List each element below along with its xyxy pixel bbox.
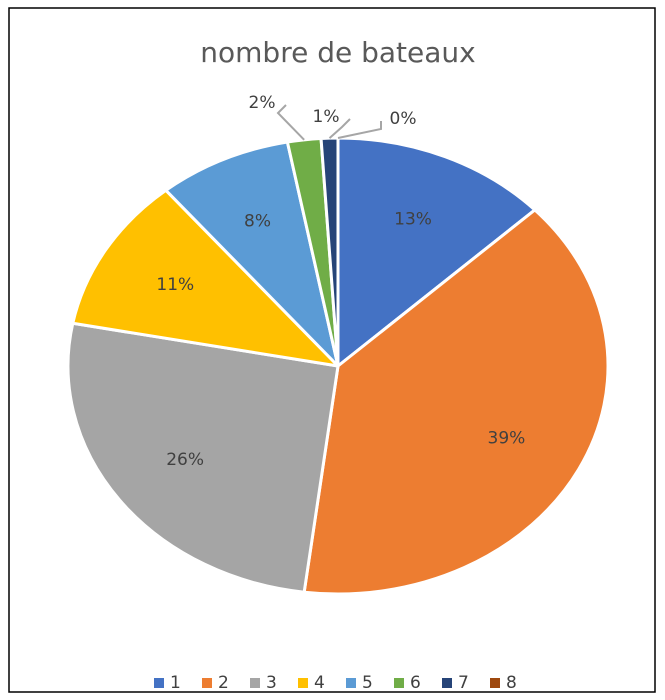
data-label: 2%: [249, 93, 276, 113]
legend-swatch: [154, 678, 164, 688]
data-label: 1%: [313, 107, 340, 127]
legend-label: 1: [170, 673, 181, 693]
legend-label: 5: [362, 673, 373, 693]
data-label: 39%: [488, 428, 526, 448]
legend-swatch: [490, 678, 500, 688]
pie-slice: [66, 321, 340, 594]
data-label: 11%: [156, 275, 194, 295]
legend-swatch: [202, 678, 212, 688]
legend-label: 2: [218, 673, 229, 693]
leader-line: [276, 104, 305, 141]
chart-title: nombre de bateaux: [200, 36, 475, 69]
legend-label: 4: [314, 673, 325, 693]
legend-label: 6: [410, 673, 421, 693]
pie-slice: [71, 188, 340, 368]
data-label: 8%: [244, 212, 271, 232]
pie-slice: [336, 136, 537, 368]
legend-swatch: [442, 678, 452, 688]
legend-swatch: [346, 678, 356, 688]
pie-slice: [302, 208, 610, 596]
data-label: 0%: [390, 109, 417, 129]
data-label: 26%: [166, 450, 204, 470]
data-label: 13%: [394, 210, 432, 230]
legend-label: 8: [506, 673, 517, 693]
pie-slice: [164, 140, 340, 368]
legend-swatch: [298, 678, 308, 688]
leader-line: [337, 121, 382, 139]
leader-line: [328, 118, 351, 139]
legend-label: 3: [266, 673, 277, 693]
legend-swatch: [250, 678, 260, 688]
legend-swatch: [394, 678, 404, 688]
legend-label: 7: [458, 673, 469, 693]
